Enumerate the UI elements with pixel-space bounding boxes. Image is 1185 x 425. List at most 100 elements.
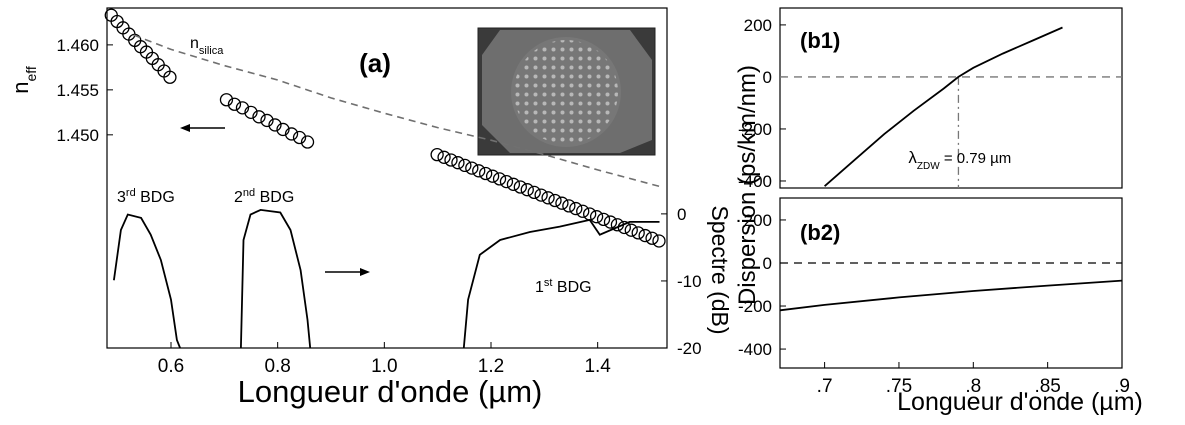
annotation-after: BDG [255, 189, 294, 206]
panel-title: (b2) [800, 220, 840, 245]
data-point [596, 212, 611, 227]
data-point [227, 97, 242, 111]
data-point [499, 174, 514, 189]
data-point [527, 185, 541, 200]
x-tick-label: 1.0 [371, 356, 397, 377]
data-point [513, 180, 527, 194]
y-tick-label: 200 [744, 16, 772, 35]
y-tick-label: -200 [738, 120, 772, 139]
y-axis-label-sub: eff [23, 66, 39, 81]
zdw-symbol: λ [908, 148, 917, 167]
data-point [562, 199, 576, 213]
x-tick-label: 0.8 [264, 356, 290, 377]
data-point [472, 164, 486, 178]
data-point [652, 234, 666, 248]
x-tick-label: .9 [1114, 376, 1130, 397]
plot-frame [779, 7, 1123, 189]
data-point [624, 223, 638, 237]
y-axis-label: Dispersion (ps/km/nm) [734, 65, 761, 305]
data-point [163, 70, 177, 84]
panel-title: (a) [359, 48, 391, 78]
data-point [444, 153, 458, 167]
data-point [631, 226, 645, 240]
annotation-after: BDG [136, 189, 175, 206]
y-tick-label: -200 [738, 297, 772, 316]
data-point [485, 169, 500, 183]
data-point [603, 215, 618, 229]
data-point [268, 118, 282, 132]
y2-axis-label: Spectre (dB) [707, 205, 733, 334]
data-point [244, 105, 258, 119]
data-point [645, 231, 659, 245]
data-point [292, 130, 307, 145]
annotation-main: 2 [234, 189, 243, 206]
x-tick-label: .85 [1034, 376, 1060, 397]
zdw-value: = 0.79 µm [940, 150, 1012, 167]
x-tick-label: .7 [817, 376, 833, 397]
plot-frame [779, 197, 1123, 369]
annotation-after: BDG [552, 279, 591, 296]
x-tick-label: .75 [886, 376, 912, 397]
data-line [113, 213, 181, 349]
annotation-sup: rd [126, 187, 136, 199]
annotation-main: 1 [535, 279, 544, 296]
data-point [276, 122, 290, 137]
y-tick-label: 1.460 [56, 36, 99, 55]
data-point [506, 177, 521, 191]
plot-frame [106, 7, 668, 349]
data-point [555, 196, 569, 210]
y-axis-label: neff [8, 66, 39, 94]
annotation: 1st BDG [535, 277, 592, 296]
x-tick-label: 0.6 [158, 356, 184, 377]
x-axis-label: Longueur d'onde (µm) [897, 388, 1143, 416]
data-point [284, 127, 299, 141]
y-tick-label: 0 [763, 68, 772, 87]
data-point [458, 158, 472, 173]
data-point [492, 172, 507, 186]
panel-title: (b1) [800, 28, 840, 53]
data-point [430, 147, 444, 162]
data-line [824, 26, 1063, 187]
x-axis-label: Longueur d'onde (µm) [238, 374, 543, 409]
annotation-main: n [190, 35, 199, 52]
data-point [638, 228, 652, 243]
data-point [300, 135, 315, 149]
zdw-sub: ZDW [917, 160, 940, 171]
annotation: 2nd BDG [234, 187, 294, 206]
data-point [479, 166, 493, 181]
x-tick-label: 1.2 [478, 356, 504, 377]
arrow [180, 124, 370, 276]
data-line [779, 279, 1123, 312]
data-point [260, 113, 274, 128]
data-point [541, 191, 555, 205]
y2-tick-label: 0 [677, 205, 686, 224]
data-line [240, 208, 312, 349]
annotation: nsilica [190, 35, 224, 57]
y2-tick-label: -10 [677, 272, 702, 291]
inset-image [477, 27, 656, 156]
annotation-main: 3 [117, 189, 126, 206]
data-point [583, 207, 597, 221]
data-line [133, 34, 662, 188]
x-tick-label: 1.4 [584, 356, 611, 377]
data-point [534, 188, 548, 202]
data-point [437, 150, 451, 164]
y-tick-label: 0 [763, 254, 772, 273]
data-point [548, 193, 562, 208]
data-point [576, 204, 590, 218]
x-tick-label: .8 [965, 376, 981, 397]
data-point [520, 183, 534, 197]
data-point [235, 101, 250, 115]
annotation: 3rd BDG [117, 187, 175, 206]
data-point [219, 93, 234, 107]
zdw-label: λZDW = 0.79 µm [908, 148, 1011, 172]
y-tick-label: 200 [744, 211, 772, 230]
data-point [465, 161, 479, 175]
data-line [462, 218, 660, 349]
data-point [252, 110, 266, 124]
y-tick-label: -400 [738, 340, 772, 359]
annotation-sup: nd [243, 187, 255, 199]
data-point [589, 210, 604, 224]
